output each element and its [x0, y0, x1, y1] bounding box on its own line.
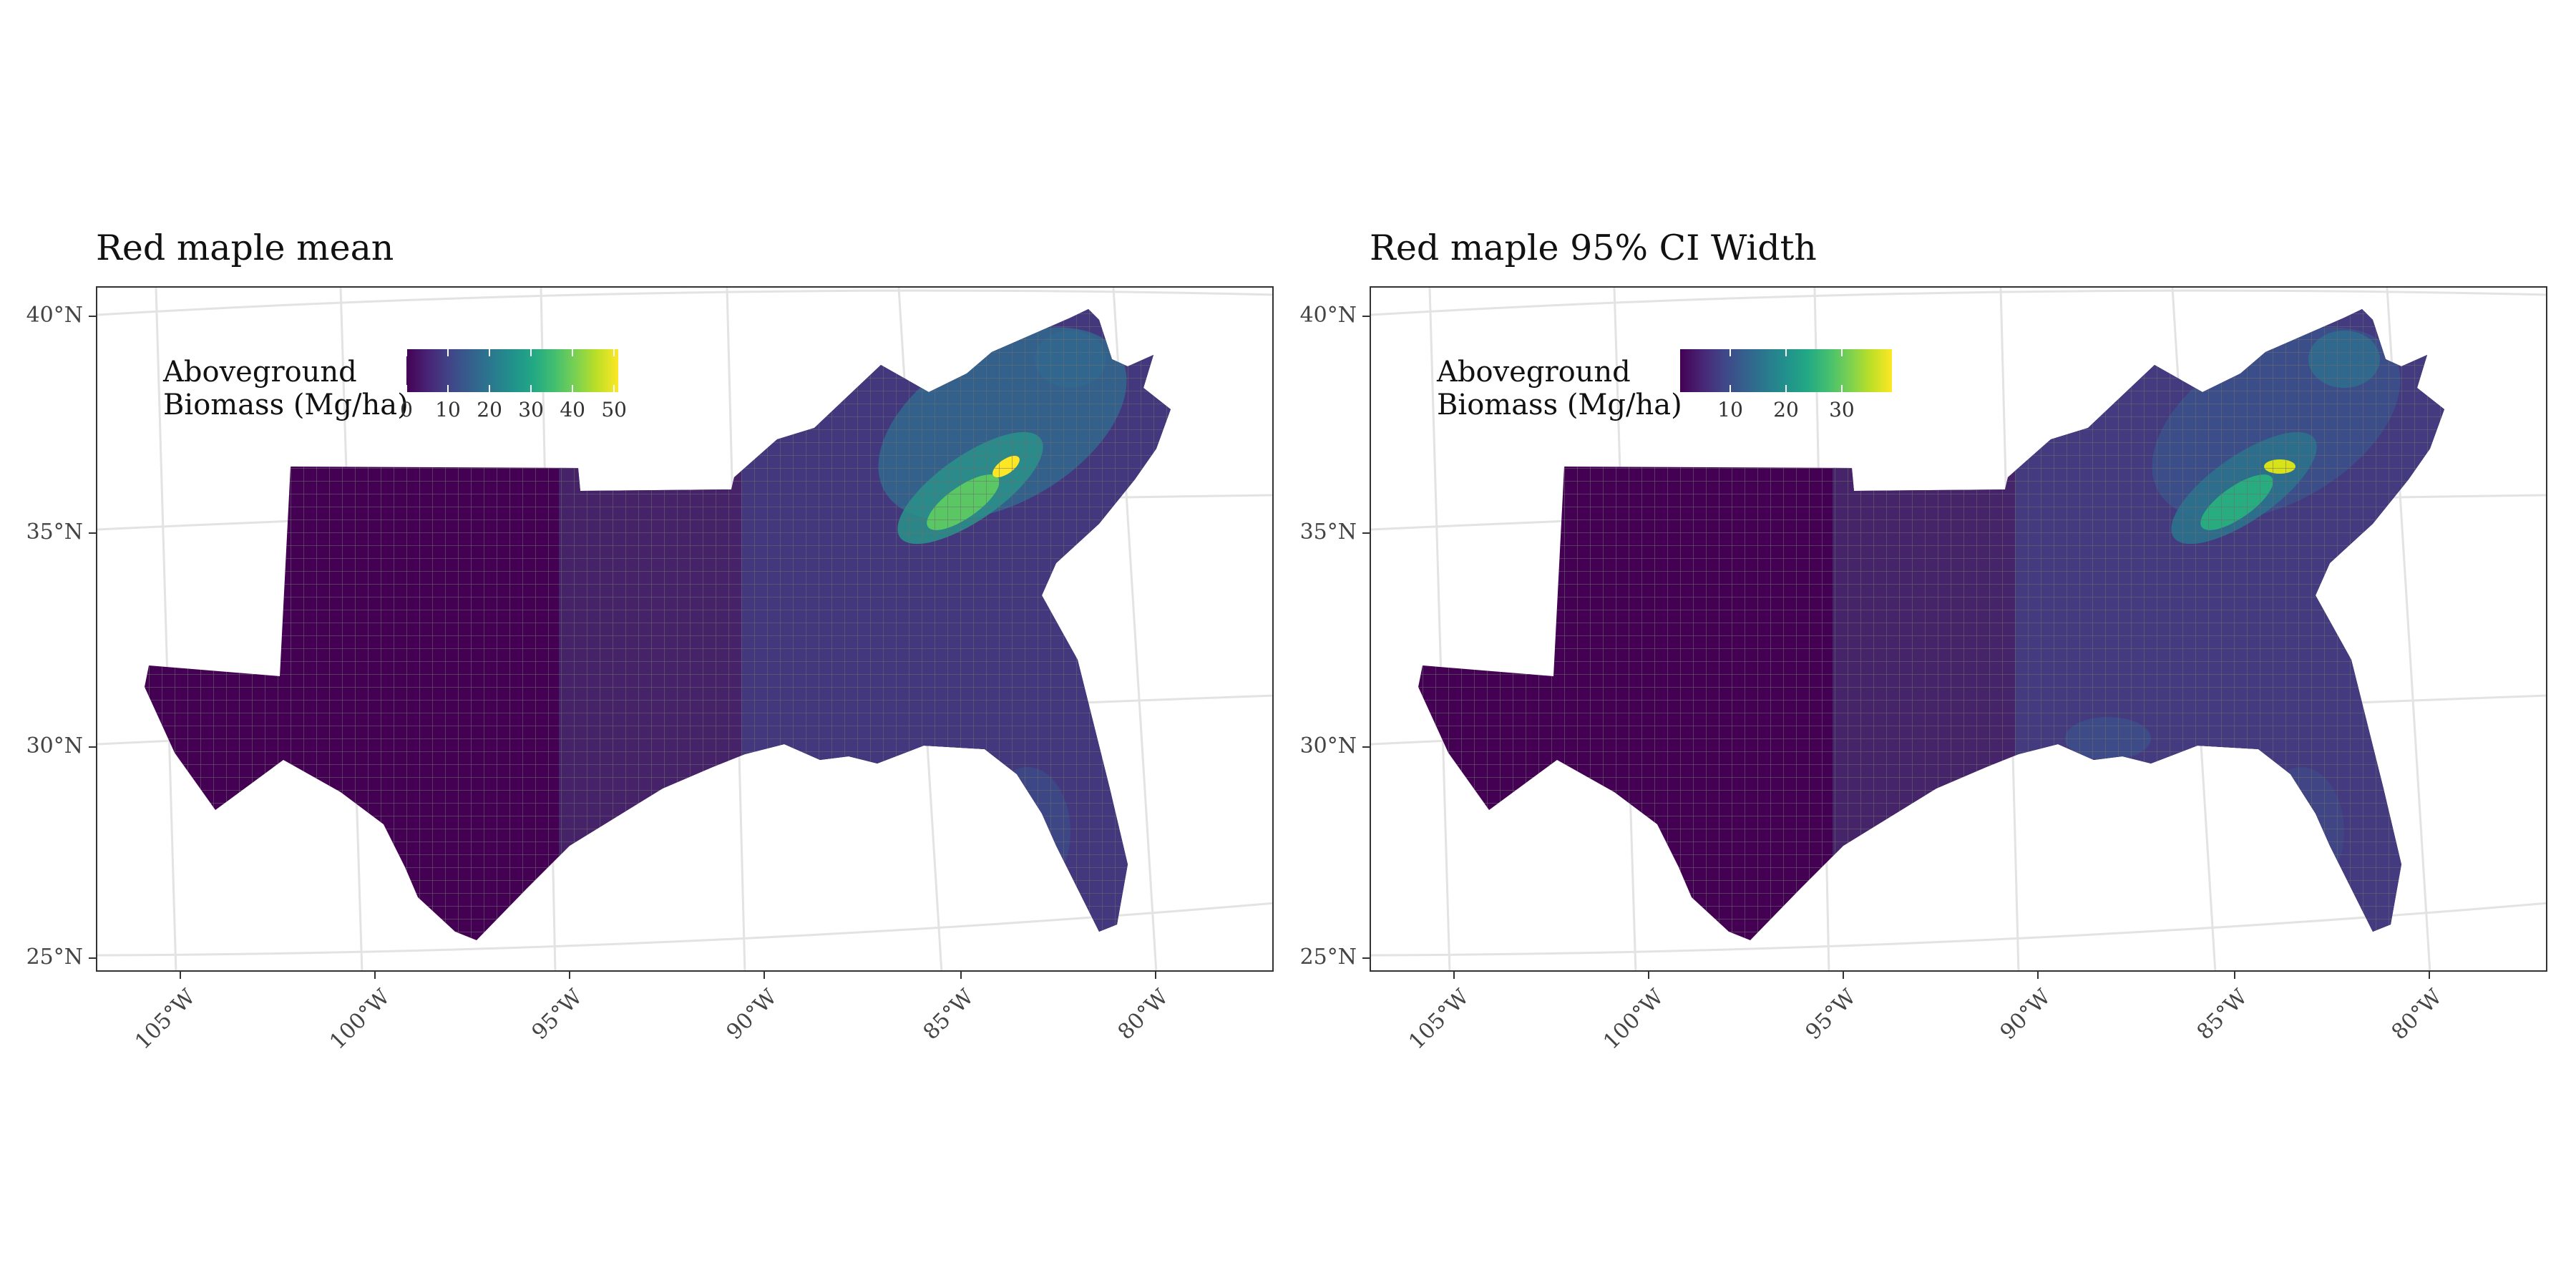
lat-label-40n: 40°N — [1299, 303, 1357, 328]
legend-tick-mark — [447, 385, 449, 392]
legend-tick-mark — [1840, 385, 1843, 392]
legend-tick-mark — [530, 349, 532, 356]
legend-title-line1: Aboveground — [163, 356, 357, 389]
lat-tick — [1362, 957, 1370, 959]
lon-label-80w: 80°W — [2386, 985, 2447, 1045]
lon-label-95w: 95°W — [527, 985, 587, 1045]
legend-tick-mark — [613, 349, 615, 356]
legend-tick-label: 50 — [601, 398, 628, 421]
legend-tick-label: 20 — [1773, 398, 1799, 421]
map-frame — [1370, 286, 2547, 972]
legend-tick-label: 20 — [477, 398, 502, 421]
lat-tick — [89, 957, 96, 959]
legend-tick-mark — [613, 385, 615, 392]
panel-ci-width: Red maple 95% CI Width — [1277, 0, 2565, 1288]
lat-tick — [89, 532, 96, 534]
legend-tick-label: 0 — [400, 398, 413, 421]
panel-title: Red maple mean — [96, 228, 394, 268]
lon-tick — [374, 972, 376, 979]
lon-label-100w: 100°W — [1599, 985, 1669, 1055]
legend-tick-mark — [572, 349, 574, 356]
lon-label-100w: 100°W — [325, 985, 395, 1055]
map-frame — [96, 286, 1274, 972]
lon-label-90w: 90°W — [721, 985, 782, 1045]
legend-tick-label: 10 — [435, 398, 461, 421]
legend-tick-mark — [572, 385, 574, 392]
lon-tick — [1453, 972, 1455, 979]
map-canvas — [97, 288, 1272, 970]
lat-label-35n: 35°N — [1299, 519, 1357, 545]
legend-tick-label: 10 — [1717, 398, 1743, 421]
legend-tick-mark — [1785, 385, 1787, 392]
lat-tick — [1362, 532, 1370, 534]
legend-title: Aboveground Biomass (Mg/ha) — [163, 356, 409, 421]
lat-label-25n: 25°N — [1299, 945, 1357, 970]
lon-tick — [763, 972, 765, 979]
legend-tick-label: 30 — [518, 398, 544, 421]
lat-label-25n: 25°N — [26, 945, 83, 970]
legend-tick-label: 40 — [560, 398, 585, 421]
lon-tick — [1155, 972, 1156, 979]
lat-tick — [1362, 316, 1370, 317]
lon-tick — [2234, 972, 2235, 979]
lat-label-35n: 35°N — [26, 519, 83, 545]
panel-title: Red maple 95% CI Width — [1370, 228, 1817, 268]
lon-label-105w: 105°W — [1404, 985, 1474, 1055]
lat-label-30n: 30°N — [26, 733, 83, 758]
legend-tick-mark — [489, 349, 491, 356]
legend-title-line1: Aboveground — [1437, 356, 1631, 389]
legend-tick-mark — [530, 385, 532, 392]
lon-label-85w: 85°W — [918, 985, 979, 1045]
lat-tick — [1362, 746, 1370, 748]
legend-colorbar — [406, 349, 618, 392]
lon-tick — [960, 972, 962, 979]
lat-label-40n: 40°N — [26, 303, 83, 328]
legend-title-line2: Biomass (Mg/ha) — [1437, 389, 1682, 421]
legend-tick-mark — [1729, 385, 1732, 392]
lon-tick — [1843, 972, 1844, 979]
lat-tick — [89, 316, 96, 317]
lon-label-85w: 85°W — [2192, 985, 2253, 1045]
legend-title: Aboveground Biomass (Mg/ha) — [1437, 356, 1682, 421]
legend-tick-mark — [406, 385, 407, 392]
legend-title-line2: Biomass (Mg/ha) — [163, 389, 409, 421]
lat-tick — [89, 746, 96, 748]
lat-label-30n: 30°N — [1299, 733, 1357, 758]
lon-label-80w: 80°W — [1113, 985, 1174, 1045]
lon-label-90w: 90°W — [1995, 985, 2056, 1045]
lon-tick — [1648, 972, 1649, 979]
panel-mean: Red maple mean — [26, 228, 1274, 1055]
legend-tick-mark — [447, 349, 449, 356]
lon-tick — [569, 972, 570, 979]
legend-tick-mark — [489, 385, 491, 392]
legend-tick-mark — [406, 349, 407, 356]
lon-tick — [180, 972, 181, 979]
lon-tick — [2037, 972, 2039, 979]
legend-tick-mark — [1840, 349, 1843, 356]
lon-label-105w: 105°W — [130, 985, 200, 1055]
lon-label-95w: 95°W — [1800, 985, 1861, 1045]
legend-tick-label: 30 — [1829, 398, 1855, 421]
lon-tick — [2429, 972, 2430, 979]
legend-tick-mark — [1729, 349, 1732, 356]
map-canvas — [1371, 288, 2546, 970]
legend-tick-mark — [1785, 349, 1787, 356]
